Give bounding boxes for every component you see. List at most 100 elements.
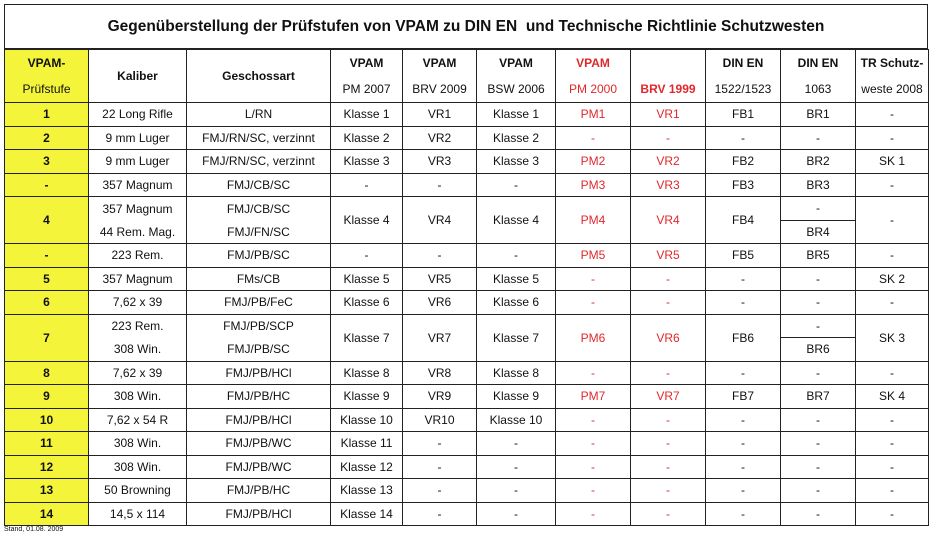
table-cell: 50 Browning <box>88 478 187 503</box>
table-cell: 9 <box>4 384 89 409</box>
table-row: 8 7,62 x 39 FMJ/PB/HCl Klasse 8 VR8 Klasse 8-… <box>4 360 929 385</box>
table-cell: - <box>780 360 856 385</box>
header-cell: Kaliber <box>88 49 187 103</box>
table-cell: SK 4 <box>855 384 929 409</box>
table-cell: - <box>555 454 631 479</box>
table-cell: Klasse 4 <box>476 196 556 244</box>
header-text: weste 2008 <box>861 82 923 96</box>
header-text: BRV 2009 <box>412 82 467 96</box>
table-cell: - <box>555 407 631 432</box>
table-cell: - <box>402 172 477 197</box>
header-text: 1063 <box>804 82 832 96</box>
table-cell: FB4 <box>705 196 781 244</box>
table-row: 9 308 Win. FMJ/PB/HC Klasse 9 VR9 Klasse 9 PM7… <box>4 384 929 409</box>
table-row: -223 Rem. FMJ/PB/SC - - - PM5 VR5 FB5 BR5- <box>4 243 929 268</box>
table-cell: VR10 <box>402 407 477 432</box>
table-cell: - <box>855 454 929 479</box>
table-cell: 22 Long Rifle <box>88 102 187 127</box>
table-cell: 1 <box>4 102 89 127</box>
header-lines: VPAM BRV 2009 <box>403 50 476 102</box>
table-cell: - <box>402 431 477 456</box>
cell-lines: 223 Rem. 308 Win. <box>89 315 186 361</box>
table-cell: 14,5 x 114 <box>88 501 187 526</box>
header-lines: VPAM PM 2000 <box>556 50 630 102</box>
table-cell: VR7 <box>630 384 706 409</box>
table-cell: - <box>476 501 556 526</box>
cell-text: 308 Win. <box>113 342 162 356</box>
table-cell: - <box>780 431 856 456</box>
table-cell: VR9 <box>402 384 477 409</box>
footer-note: Stand, 01.08. 2009 <box>4 526 64 533</box>
table-cell: Klasse 11 <box>330 431 403 456</box>
header-text: VPAM <box>422 56 457 70</box>
table-row: 1 22 Long Rifle L/RN Klasse 1 VR1 Klasse 1 PM1… <box>4 102 929 127</box>
header-text: Kaliber <box>117 69 158 83</box>
table-cell: - <box>476 243 556 268</box>
header-text: PM 2007 <box>342 82 391 96</box>
table-cell: BR3 <box>780 172 856 197</box>
header-text: 1522/1523 <box>714 82 772 96</box>
table-cell: - <box>476 454 556 479</box>
comparison-table: VPAM- Prüfstufe Kaliber Geschossart VPAM PM 2… <box>4 49 929 526</box>
header-text: BSW 2006 <box>487 82 545 96</box>
cell-text: 44 Rem. Mag. <box>99 224 176 239</box>
table-cell: - <box>630 478 706 503</box>
table-cell: Klasse 6 <box>330 290 403 315</box>
table-cell: FMJ/RN/SC, verzinnt <box>186 125 331 150</box>
table-cell: 223 Rem. 308 Win. <box>88 313 187 362</box>
table-cell: Klasse 13 <box>330 478 403 503</box>
header-text: Prüfstufe <box>22 82 71 96</box>
header-cell: TR Schutz-weste 2008 <box>855 49 929 103</box>
header-lines: Geschossart <box>187 50 330 102</box>
table-cell: FMJ/PB/SC <box>186 243 331 268</box>
table-cell: FMJ/PB/HCl <box>186 360 331 385</box>
title: Gegenüberstellung der Prüfstufen von VPA… <box>4 4 928 49</box>
table-cell: 7,62 x 54 R <box>88 407 187 432</box>
table-cell: - <box>705 360 781 385</box>
table-cell: - <box>855 290 929 315</box>
table-cell: Klasse 12 <box>330 454 403 479</box>
table-cell: - <box>555 431 631 456</box>
table-cell: - <box>630 125 706 150</box>
table-cell: - BR6 <box>780 313 856 362</box>
table-cell: VR8 <box>402 360 477 385</box>
table-cell: VR5 <box>630 243 706 268</box>
table-cell: Klasse 14 <box>330 501 403 526</box>
cell-lines: FMJ/PB/SCP FMJ/PB/SC <box>187 315 330 361</box>
header-lines: BRV 1999 <box>631 50 705 102</box>
cell-text: - <box>816 318 820 333</box>
table-row: 10 7,62 x 54 R FMJ/PB/HCl Klasse 10 VR10 Klas… <box>4 407 929 432</box>
cell-lines: - BR6 <box>781 315 855 361</box>
table-cell: L/RN <box>186 102 331 127</box>
table-cell: 3 <box>4 149 89 174</box>
table-cell: Klasse 3 <box>330 149 403 174</box>
header-text: DIN EN <box>797 56 839 70</box>
table-cell: - <box>855 172 929 197</box>
header-cell: VPAM PM 2007 <box>330 49 403 103</box>
table-cell: 10 <box>4 407 89 432</box>
table-cell: 8 <box>4 360 89 385</box>
table-cell: - <box>402 478 477 503</box>
table-cell: 11 <box>4 431 89 456</box>
table-cell: VR2 <box>630 149 706 174</box>
table-row: 13 50 Browning FMJ/PB/HC Klasse 13- - - - - - - <box>4 478 929 503</box>
table-cell: Klasse 1 <box>476 102 556 127</box>
table-cell: - <box>402 243 477 268</box>
table-cell: 7,62 x 39 <box>88 360 187 385</box>
table-cell: Klasse 5 <box>330 266 403 291</box>
header-cell: DIN EN 1522/1523 <box>705 49 781 103</box>
table-cell: - <box>855 407 929 432</box>
table-cell: - <box>555 266 631 291</box>
table-cell: PM5 <box>555 243 631 268</box>
table-cell: - <box>855 478 929 503</box>
table-cell: 308 Win. <box>88 454 187 479</box>
table-row: 11 308 Win. FMJ/PB/WC Klasse 11- - - - - - - <box>4 431 929 456</box>
table-cell: - <box>705 478 781 503</box>
table-cell: VR1 <box>630 102 706 127</box>
cell-lines: 357 Magnum 44 Rem. Mag. <box>89 197 186 243</box>
table-cell: Klasse 9 <box>330 384 403 409</box>
header-lines: TR Schutz-weste 2008 <box>856 50 928 102</box>
table-cell: - <box>780 266 856 291</box>
table-cell: - <box>630 290 706 315</box>
